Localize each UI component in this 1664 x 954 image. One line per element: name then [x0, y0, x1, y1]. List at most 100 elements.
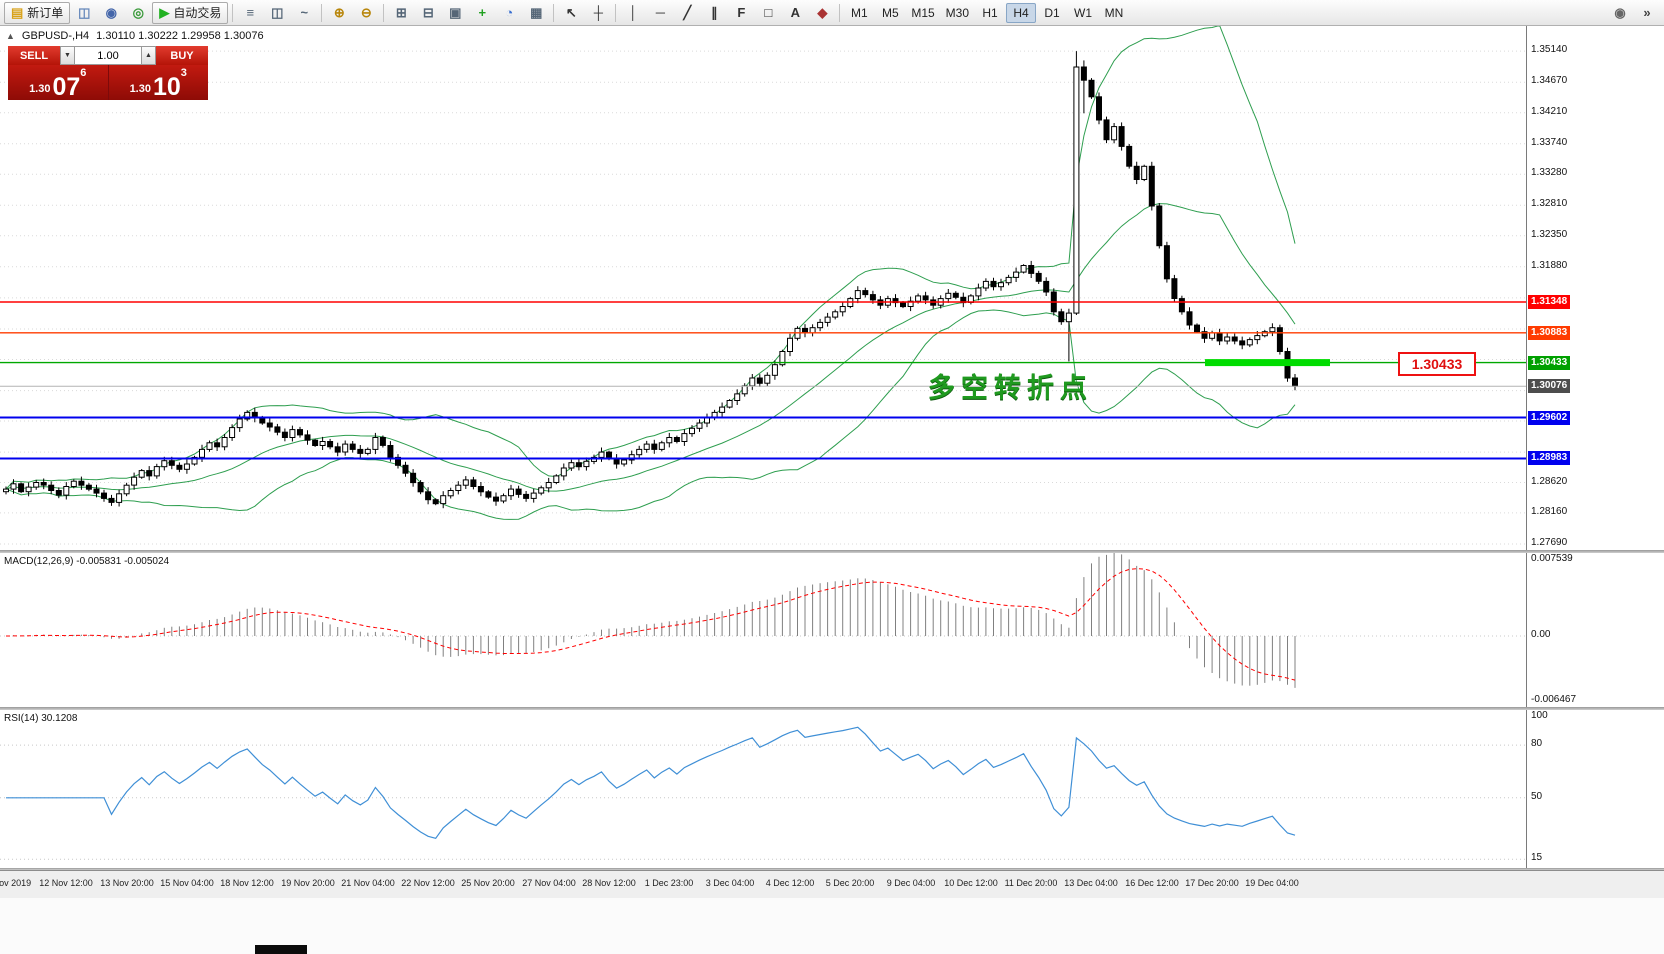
- sell-price-display[interactable]: 1.30 07 6: [8, 65, 108, 100]
- cursor-icon[interactable]: ↖: [558, 2, 584, 24]
- time-axis-label: 15 Nov 04:00: [160, 878, 214, 888]
- panel-divider-macd[interactable]: [0, 550, 1664, 553]
- bar-chart-icon-glyph: ≡: [246, 5, 255, 20]
- time-axis-label: 16 Dec 12:00: [1125, 878, 1179, 888]
- zoom-in-icon-glyph: ⊕: [333, 5, 345, 20]
- profiles-icon[interactable]: ◉: [98, 2, 124, 24]
- buy-button[interactable]: BUY: [156, 46, 208, 65]
- axis-label: 0.00: [1531, 629, 1551, 640]
- new-order-button[interactable]: ▤ 新订单: [4, 1, 71, 24]
- volume-decrease-button[interactable]: ▼: [60, 46, 75, 65]
- overflow-chevron-icon[interactable]: »: [1634, 2, 1660, 24]
- macd-panel[interactable]: MACD(12,26,9) -0.005831 -0.005024: [0, 553, 1526, 707]
- horizontal-line-icon[interactable]: ─: [647, 2, 673, 24]
- templates-icon[interactable]: ▦: [523, 2, 549, 24]
- trendline-icon[interactable]: ╱: [674, 2, 700, 24]
- arrange-windows-icon[interactable]: ▣: [442, 2, 468, 24]
- crosshair-icon-glyph: ┼: [593, 5, 603, 20]
- trendline-icon-glyph: ╱: [683, 5, 692, 20]
- rsi-panel[interactable]: RSI(14) 30.1208: [0, 710, 1526, 868]
- axis-label: -0.006467: [1531, 694, 1577, 705]
- axis-label: 1.33740: [1531, 136, 1568, 148]
- timeframe-m15[interactable]: M15: [906, 3, 939, 23]
- buy-price-display[interactable]: 1.30 10 3: [108, 65, 208, 100]
- crosshair-icon[interactable]: ┼: [585, 2, 611, 24]
- candlestick-chart[interactable]: [0, 26, 1526, 550]
- trade-prices-row: 1.30 07 6 1.30 10 3: [8, 65, 208, 100]
- timeframe-h1-label: H1: [982, 5, 998, 20]
- turning-point-annotation: 多空转折点: [928, 373, 1093, 403]
- zoom-out-icon[interactable]: ⊖: [353, 2, 379, 24]
- time-axis-label: 17 Dec 20:00: [1185, 878, 1239, 888]
- time-axis-label: 18 Nov 12:00: [220, 878, 274, 888]
- time-axis-label: 11 Dec 20:00: [1004, 878, 1058, 888]
- one-click-trading-panel: SELL ▼ 1.00 ▲ BUY 1.30 07 6 1.30 10 3: [8, 46, 208, 100]
- timeframe-m5-label: M5: [881, 5, 899, 20]
- timeframe-h4[interactable]: H4: [1006, 2, 1037, 23]
- sell-price-big: 07: [52, 72, 81, 101]
- autotrading-glyph: ▶: [159, 5, 170, 20]
- zoom-in-icon[interactable]: ⊕: [326, 2, 352, 24]
- axis-label: 0.007539: [1531, 553, 1573, 564]
- text-icon[interactable]: A: [782, 2, 808, 24]
- rsi-axis[interactable]: 100 80 50 15: [1526, 710, 1664, 868]
- toolbar-divider: [553, 3, 555, 22]
- timeframe-m5[interactable]: M5: [875, 3, 905, 23]
- refresh-icon-glyph: ◎: [132, 5, 144, 20]
- timeframe-m1[interactable]: M1: [844, 3, 874, 23]
- toolbar-divider: [615, 3, 617, 22]
- arrow-objects-icon-glyph: ◆: [817, 5, 828, 20]
- sell-button[interactable]: SELL: [8, 46, 60, 65]
- time-axis-label: 19 Nov 20:00: [281, 878, 335, 888]
- cascade-windows-icon[interactable]: ⊟: [415, 2, 441, 24]
- price-axis-tag: 1.29602: [1528, 410, 1571, 425]
- shapes-icon[interactable]: □: [755, 2, 781, 24]
- chart-window-icon[interactable]: ◫: [71, 2, 97, 24]
- main-chart-plot[interactable]: ▲ GBPUSD-,H4 1.30110 1.30222 1.29958 1.3…: [0, 26, 1526, 550]
- timeframe-h1[interactable]: H1: [975, 3, 1005, 23]
- time-axis-label: 28 Nov 12:00: [582, 878, 636, 888]
- bottom-strip: [0, 898, 1664, 954]
- vertical-line-icon[interactable]: │: [620, 2, 646, 24]
- time-axis-label: 10 Dec 12:00: [944, 878, 998, 888]
- autotrading-button[interactable]: ▶ 自动交易: [152, 1, 229, 24]
- axis-label: 80: [1531, 738, 1543, 750]
- rsi-chart[interactable]: [0, 710, 1526, 868]
- timeframe-m30[interactable]: M30: [941, 3, 974, 23]
- fibonacci-icon[interactable]: F: [728, 2, 754, 24]
- timeframe-w1[interactable]: W1: [1068, 3, 1098, 23]
- buy-price-prefix: 1.30: [129, 83, 151, 95]
- price-axis[interactable]: 1.35140 1.34670 1.34210 1.33740 1.33280 1.328…: [1526, 26, 1664, 550]
- volume-input[interactable]: 1.00: [75, 46, 141, 65]
- line-chart-icon[interactable]: ~: [291, 2, 317, 24]
- panel-divider-rsi[interactable]: [0, 707, 1664, 710]
- help-icon[interactable]: ◉: [1607, 2, 1633, 24]
- zoom-out-icon-glyph: ⊖: [360, 5, 372, 20]
- arrow-objects-icon[interactable]: ◆: [809, 2, 835, 24]
- time-axis-label: 13 Nov 20:00: [100, 878, 154, 888]
- bar-chart-icon[interactable]: ≡: [237, 2, 263, 24]
- shapes-icon-glyph: □: [764, 5, 773, 20]
- sell-price-sup: 6: [80, 67, 87, 79]
- macd-chart[interactable]: [0, 553, 1526, 707]
- macd-axis[interactable]: 0.007539 0.00 -0.006467: [1526, 553, 1664, 707]
- tile-windows-icon[interactable]: ⊞: [388, 2, 414, 24]
- time-axis-label: 4 Dec 12:00: [765, 878, 815, 888]
- symbol-ohlc-header: ▲ GBPUSD-,H4 1.30110 1.30222 1.29958 1.3…: [6, 30, 264, 42]
- candlestick-chart-icon[interactable]: ◫: [264, 2, 290, 24]
- horizontal-line-icon-glyph: ─: [655, 5, 665, 20]
- add-indicator-icon-glyph: +: [478, 5, 487, 20]
- new-order-glyph: ▤: [11, 5, 24, 20]
- time-axis[interactable]: 11 Nov 2019 12 Nov 12:00 13 Nov 20:00 15 No…: [0, 870, 1664, 898]
- axis-label: 1.28160: [1531, 505, 1568, 517]
- timeframe-mn[interactable]: MN: [1099, 3, 1129, 23]
- timeframe-d1[interactable]: D1: [1037, 3, 1067, 23]
- add-indicator-icon[interactable]: +: [469, 2, 495, 24]
- volume-increase-button[interactable]: ▲: [141, 46, 156, 65]
- overflow-chevron-icon-glyph: »: [1643, 5, 1651, 20]
- time-axis-label: 25 Nov 20:00: [461, 878, 515, 888]
- axis-label: 15: [1531, 852, 1543, 864]
- refresh-icon[interactable]: ◎: [125, 2, 151, 24]
- channel-icon[interactable]: ∥: [701, 2, 727, 24]
- periods-icon[interactable]: ◔: [496, 2, 522, 24]
